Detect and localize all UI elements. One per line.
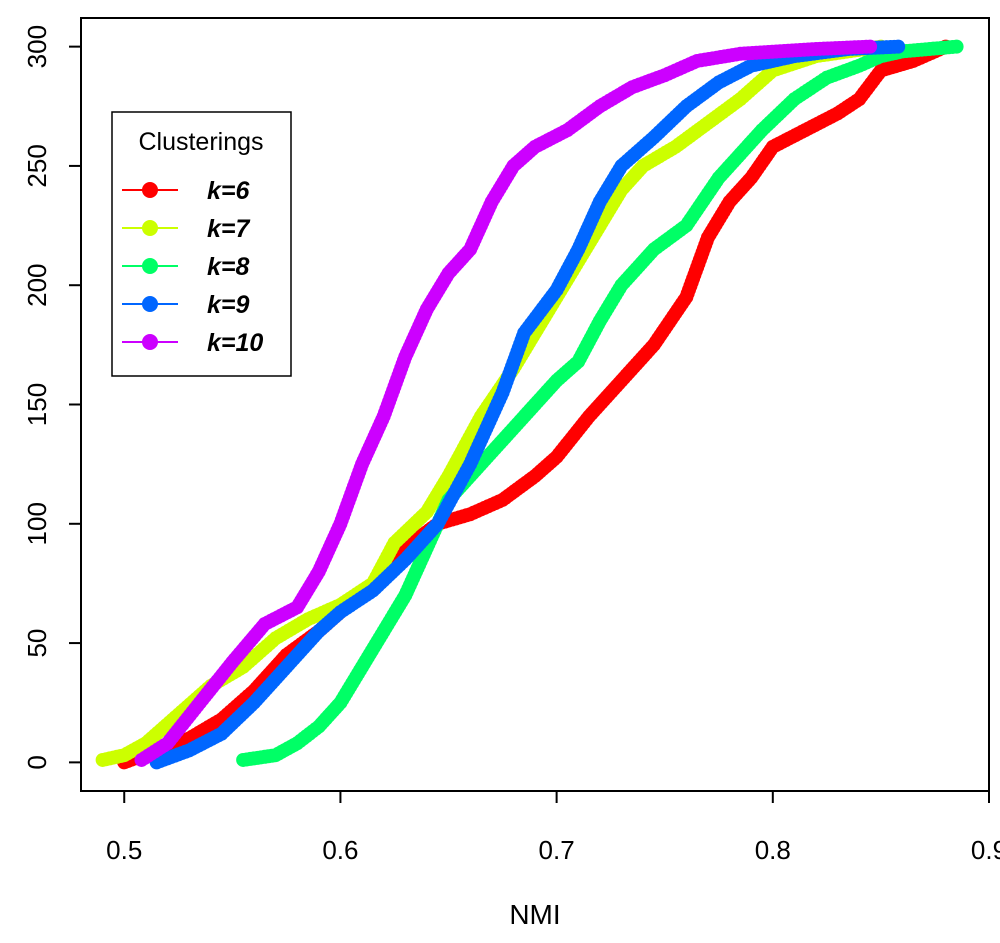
legend-label: k=8 <box>207 253 250 281</box>
legend-entry: k=7 <box>122 215 251 243</box>
legend-entry: k=10 <box>122 329 263 357</box>
legend-marker <box>142 296 158 312</box>
legend-box <box>111 111 292 377</box>
legend-marker <box>142 334 158 350</box>
y-tick-label: 300 <box>22 25 52 68</box>
x-tick-label: 0.6 <box>322 835 358 865</box>
y-tick-label: 0 <box>22 755 52 769</box>
legend-label: k=6 <box>207 177 251 205</box>
data-point <box>891 39 906 54</box>
series-k=9 <box>149 39 906 770</box>
y-tick-label: 100 <box>22 502 52 545</box>
legend-entry: k=6 <box>122 177 251 205</box>
x-tick-label: 0.5 <box>106 835 142 865</box>
legend-title: Clusterings <box>138 128 263 156</box>
legend-marker <box>142 220 158 236</box>
series-k=10 <box>134 39 878 767</box>
x-axis-title: NMI <box>509 899 560 930</box>
legend-label: k=7 <box>207 215 251 243</box>
x-tick-label: 0.9 <box>971 835 1000 865</box>
legend-marker <box>142 258 158 274</box>
legend: Clusterings k=6 k=7 k=8 k=9 k=10 <box>111 111 292 377</box>
legend-label: k=9 <box>207 291 250 319</box>
series-layer <box>95 39 964 770</box>
legend-entries: k=6 k=7 k=8 k=9 k=10 <box>122 177 263 357</box>
legend-entry: k=9 <box>122 291 250 319</box>
data-point <box>863 39 878 54</box>
data-point <box>949 39 964 54</box>
x-tick-label: 0.7 <box>539 835 575 865</box>
y-tick-label: 150 <box>22 383 52 426</box>
y-axis: 0 50 100 150 200 250 300 <box>22 25 81 770</box>
legend-entry: k=8 <box>122 253 250 281</box>
legend-marker <box>142 182 158 198</box>
x-tick-label: 0.8 <box>755 835 791 865</box>
y-tick-label: 250 <box>22 144 52 187</box>
y-tick-label: 200 <box>22 264 52 307</box>
legend-label: k=10 <box>207 329 263 357</box>
x-axis: 0.5 0.6 0.7 0.8 0.9 <box>106 791 1000 865</box>
y-tick-label: 50 <box>22 629 52 658</box>
